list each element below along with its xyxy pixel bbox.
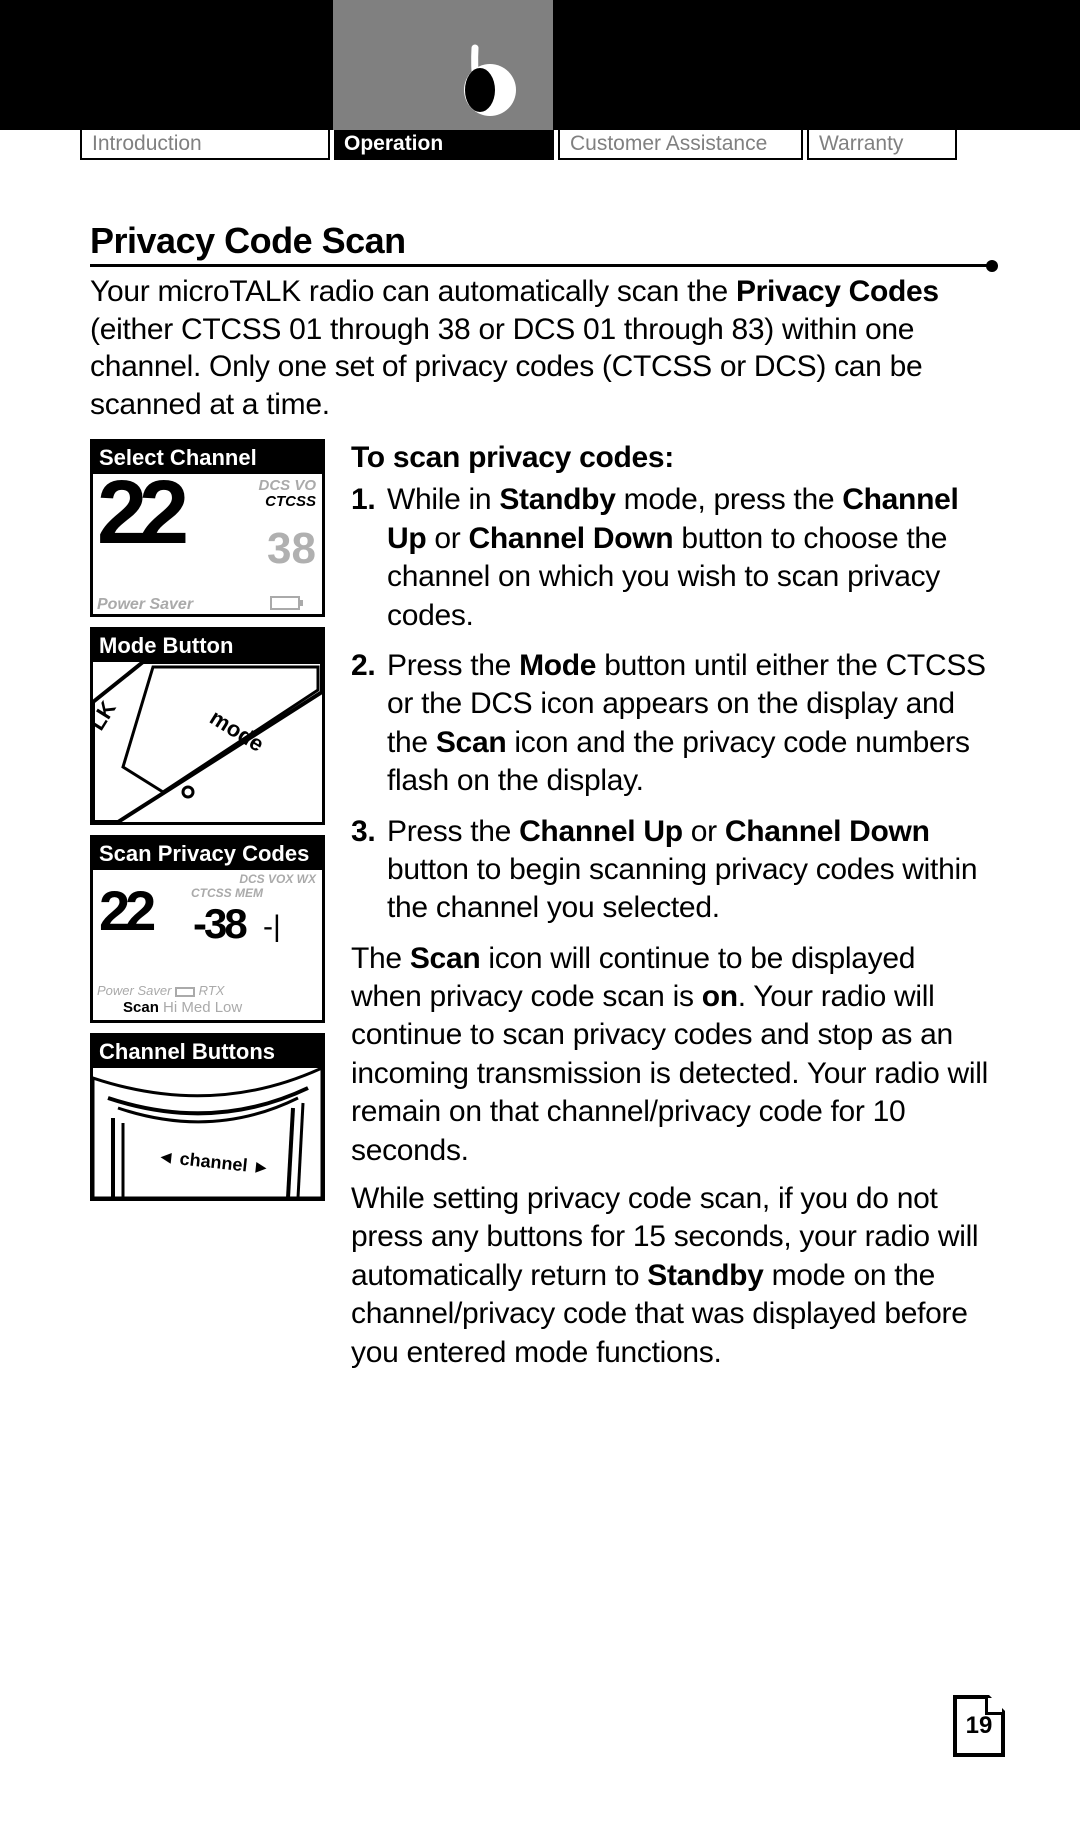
page-content: Privacy Code Scan Your microTALK radio c… (90, 220, 990, 1372)
step-number: 3. (351, 813, 387, 928)
section-title: Privacy Code Scan (90, 220, 990, 267)
body-paragraph: The Scan icon will continue to be displa… (351, 940, 990, 1170)
step-item: 2. Press the Mode button until either th… (351, 647, 990, 801)
scan-dash: -| (263, 910, 281, 944)
step-number: 2. (351, 647, 387, 801)
radio-logo-icon (440, 40, 520, 120)
scan-channel: 22 (99, 878, 151, 943)
step-text: While in Standby mode, press the Channel… (387, 481, 990, 635)
tab-strip: Introduction Operation Customer Assistan… (80, 130, 1000, 160)
tab-introduction[interactable]: Introduction (80, 130, 330, 160)
ctcss-label: CTCSS (258, 494, 316, 510)
mode-button-icon: mode LK (93, 662, 322, 822)
channel-number: 22 (97, 474, 181, 565)
body-paragraph: While setting privacy code scan, if you … (351, 1180, 990, 1372)
mode-button-box: Mode Button mode LK (90, 627, 325, 825)
channel-buttons-icon: ◄ channel ► (93, 1068, 322, 1198)
intro-paragraph: Your microTALK radio can automatically s… (90, 273, 990, 423)
box-header: Select Channel (93, 442, 322, 474)
scan-bottom-row: Scan Hi Med Low (123, 999, 242, 1016)
instructions-column: To scan privacy codes: 1. While in Stand… (351, 439, 990, 1372)
scan-power-row: Power Saver RTX (97, 983, 224, 998)
illustration-sidebar: Select Channel DCS VO CTCSS 22 38 Power … (90, 439, 325, 1372)
box-header: Channel Buttons (93, 1036, 322, 1068)
scan-display-icon: DCS VOX WX CTCSS MEM 22 -38 -| Power Sav… (93, 870, 322, 1020)
step-list: 1. While in Standby mode, press the Chan… (351, 481, 990, 927)
power-saver-label: Power Saver (97, 596, 193, 614)
tab-operation[interactable]: Operation (334, 130, 554, 160)
page-number: 19 (966, 1712, 993, 1740)
channel-buttons-box: Channel Buttons ◄ channel ► (90, 1033, 325, 1201)
scan-top-labels: DCS VOX WX (239, 872, 316, 886)
box-header: Scan Privacy Codes (93, 838, 322, 870)
step-item: 1. While in Standby mode, press the Chan… (351, 481, 990, 635)
select-channel-box: Select Channel DCS VO CTCSS 22 38 Power … (90, 439, 325, 617)
step-text: Press the Mode button until either the C… (387, 647, 990, 801)
lcd-display-icon: DCS VO CTCSS 22 38 Power Saver (93, 474, 322, 614)
subheading: To scan privacy codes: (351, 439, 990, 477)
box-header: Mode Button (93, 630, 322, 662)
battery-icon (270, 596, 300, 610)
page-number-tab: 19 (953, 1695, 1005, 1757)
scan-code: -38 (193, 900, 245, 948)
dcs-label: DCS VO (258, 478, 316, 494)
scan-privacy-codes-box: Scan Privacy Codes DCS VOX WX CTCSS MEM … (90, 835, 325, 1023)
step-text: Press the Channel Up or Channel Down but… (387, 813, 990, 928)
tab-customer-assistance[interactable]: Customer Assistance (558, 130, 803, 160)
step-number: 1. (351, 481, 387, 635)
header-bar (0, 0, 1080, 130)
code-number: 38 (267, 524, 316, 574)
tab-warranty[interactable]: Warranty (807, 130, 957, 160)
step-item: 3. Press the Channel Up or Channel Down … (351, 813, 990, 928)
scan-ctcss-label: CTCSS MEM (191, 886, 263, 900)
